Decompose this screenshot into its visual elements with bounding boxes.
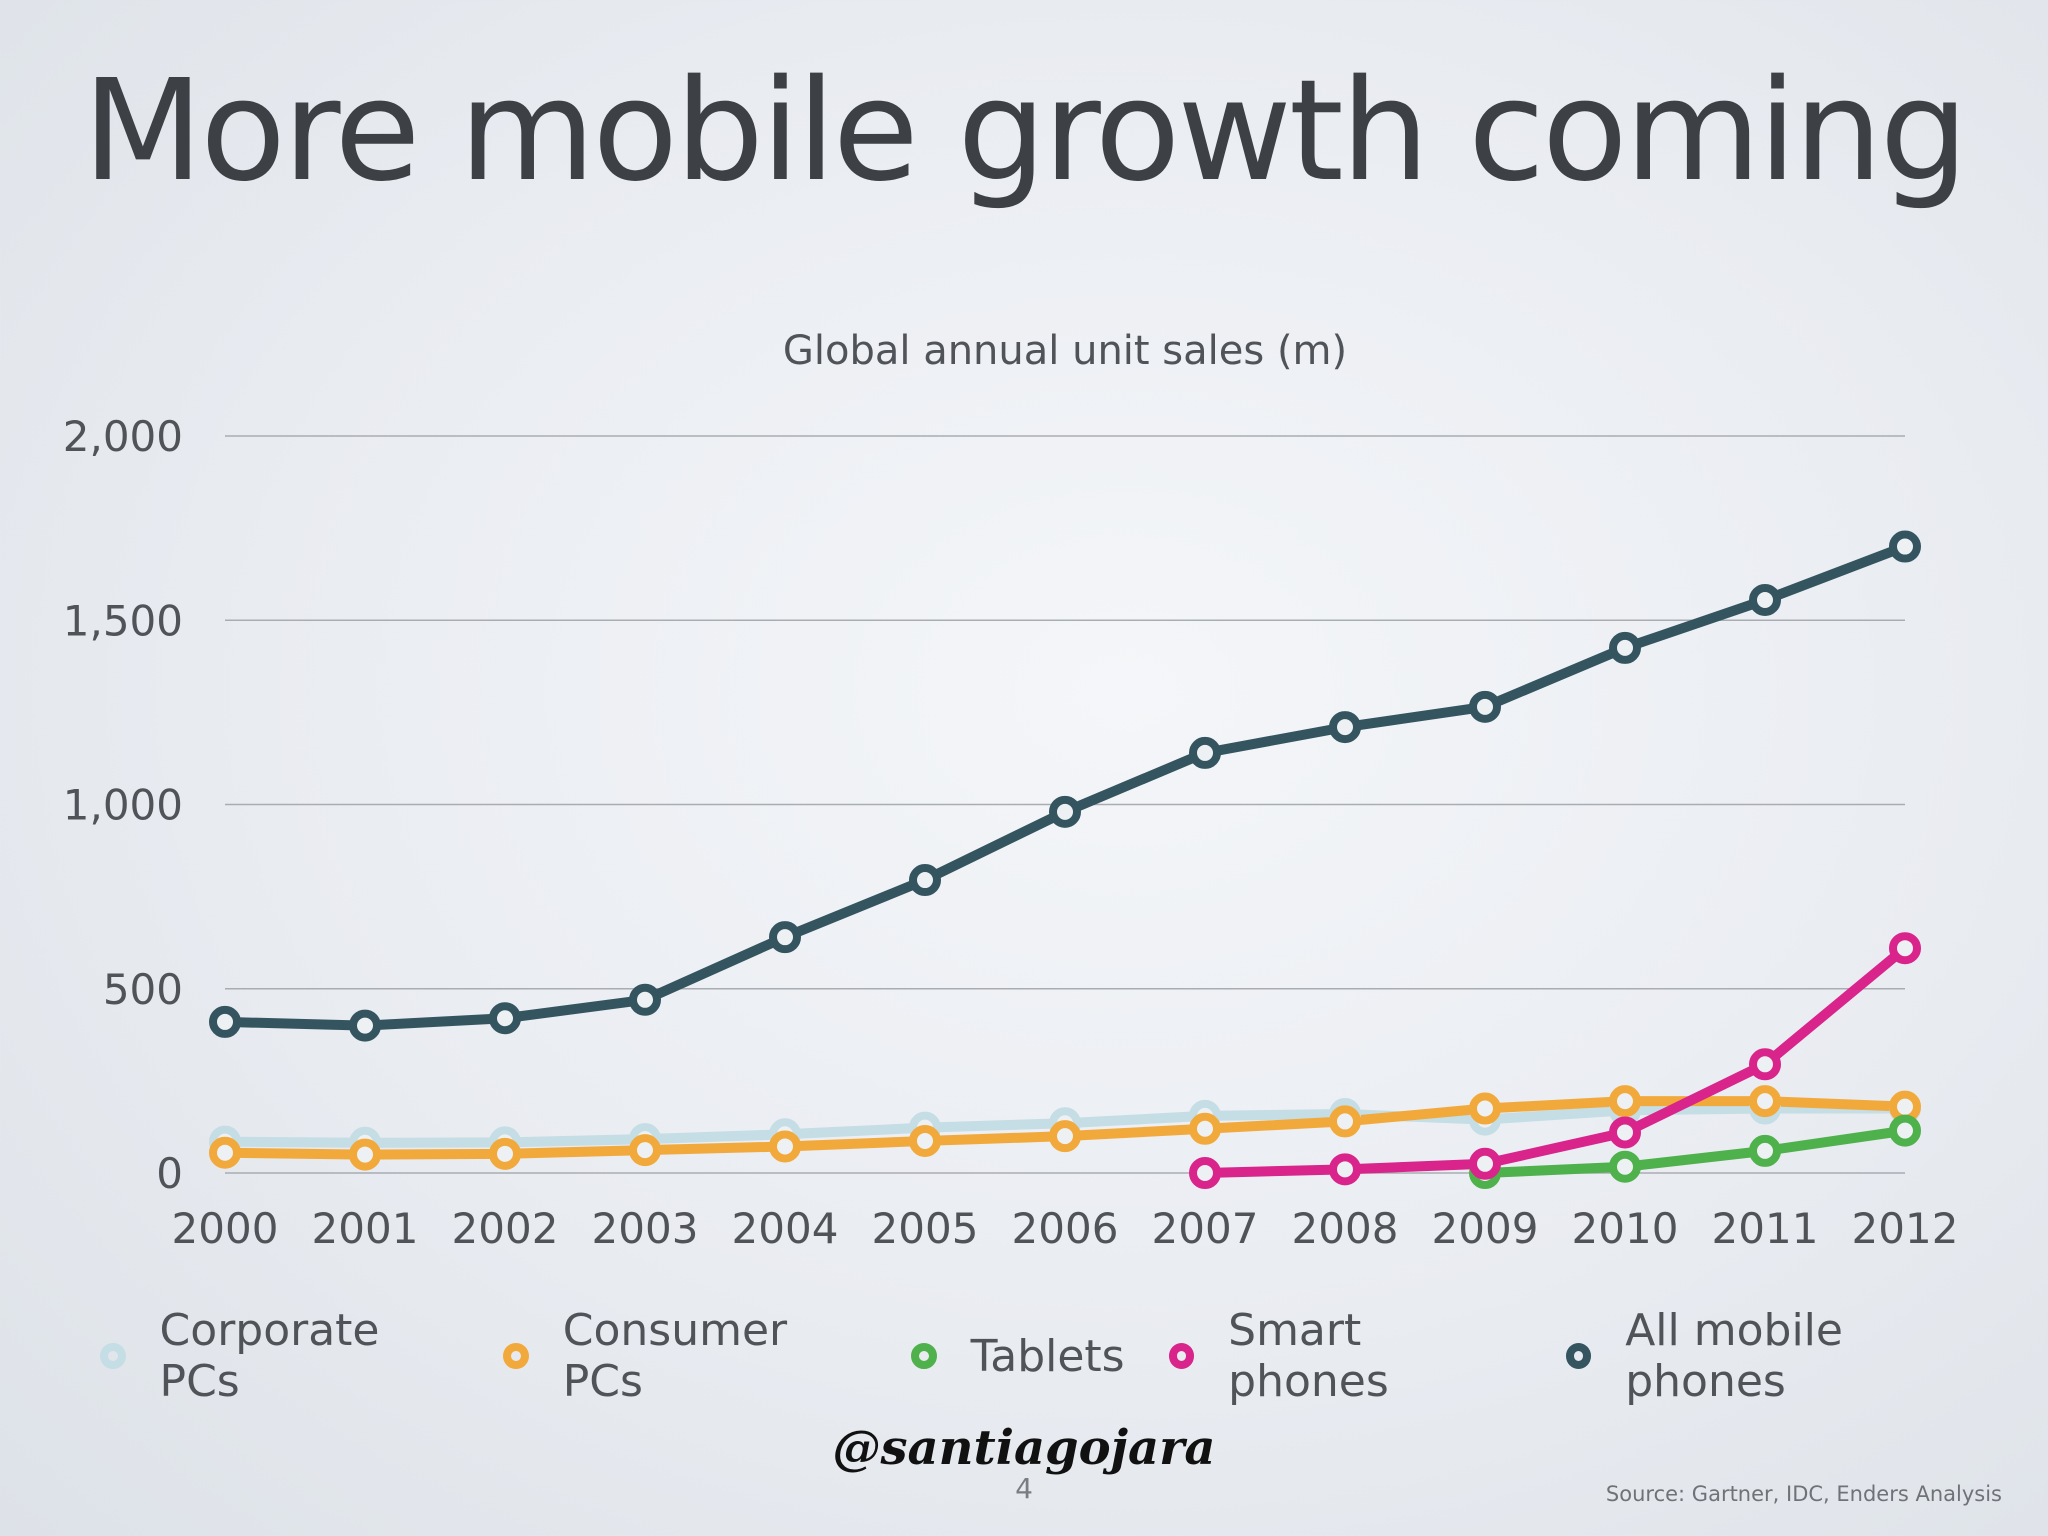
legend-marker-icon (503, 1343, 529, 1369)
data-point-smart-phones (1749, 1048, 1781, 1081)
x-tick-label: 2001 (312, 1204, 419, 1253)
x-tick-label: 2010 (1572, 1204, 1679, 1253)
data-point-tablets (1609, 1150, 1641, 1183)
data-point-all-mobile-phones (1329, 711, 1361, 744)
data-point-consumer-pcs (1749, 1085, 1781, 1118)
x-tick-label: 2005 (872, 1204, 979, 1253)
series-line-smart-phones (1200, 943, 1910, 1178)
x-tick-label: 2011 (1712, 1204, 1819, 1253)
y-tick-label: 500 (103, 965, 183, 1014)
legend-label: Tablets (970, 1330, 1125, 1382)
data-point-all-mobile-phones (1049, 795, 1081, 828)
page-number: 4 (1015, 1472, 1033, 1505)
data-point-consumer-pcs (349, 1138, 381, 1171)
data-point-all-mobile-phones (1609, 631, 1641, 664)
legend-label: All mobile phones (1625, 1305, 1843, 1407)
watermark: @santiagojara (832, 1420, 1216, 1476)
legend-marker-icon (910, 1343, 937, 1369)
data-point-all-mobile-phones (489, 1002, 521, 1035)
data-point-consumer-pcs (1049, 1120, 1081, 1153)
x-axis-ticks: 2000 2001 2002 2003 2004 2005 2006 2007 2008 2009… (172, 1204, 1959, 1253)
legend-item-tablets: Tablets (910, 1330, 1125, 1382)
legend-item-corporate-pcs: Corporate PCs (100, 1305, 459, 1407)
legend-item-all-mobile-phones: All mobile phones (1565, 1305, 2000, 1407)
chart-title: Global annual unit sales (m) (782, 328, 1348, 374)
y-tick-label: 1,000 (63, 781, 183, 830)
y-tick-label: 2,000 (63, 412, 183, 461)
data-point-smart-phones (1189, 1157, 1221, 1189)
y-tick-label: 0 (156, 1149, 183, 1198)
data-point-consumer-pcs (769, 1130, 801, 1163)
x-tick-label: 2008 (1292, 1204, 1399, 1253)
data-point-consumer-pcs (1329, 1105, 1361, 1138)
source-note: Source: Gartner, IDC, Enders Analysis (1605, 1482, 2002, 1506)
legend-marker-icon (1565, 1343, 1592, 1369)
series-points (209, 530, 1921, 1189)
data-point-consumer-pcs (1609, 1085, 1641, 1118)
data-point-all-mobile-phones (769, 921, 801, 954)
y-axis-ticks: 0 500 1,000 1,500 2,000 (63, 412, 183, 1198)
x-tick-label: 2009 (1432, 1204, 1539, 1253)
data-point-all-mobile-phones (209, 1005, 241, 1038)
slide-title: More mobile growth coming (82, 50, 1968, 213)
data-point-all-mobile-phones (1189, 736, 1221, 769)
series-lines (220, 541, 1910, 1178)
data-point-consumer-pcs (1189, 1112, 1221, 1145)
x-tick-label: 2006 (1012, 1204, 1119, 1253)
data-point-smart-phones (1889, 932, 1921, 965)
x-tick-label: 2003 (592, 1204, 699, 1253)
data-point-tablets (1749, 1134, 1781, 1167)
data-point-smart-phones (1609, 1116, 1641, 1149)
data-point-consumer-pcs (629, 1134, 661, 1167)
data-point-all-mobile-phones (629, 983, 661, 1016)
legend-marker-icon (1168, 1343, 1195, 1369)
data-point-all-mobile-phones (909, 864, 941, 897)
data-point-all-mobile-phones (1749, 583, 1781, 616)
legend-item-consumer-pcs: Consumer PCs (503, 1305, 866, 1407)
chart-legend: Corporate PCs Consumer PCs Tablets Smart ph… (100, 1305, 2000, 1407)
y-tick-label: 1,500 (63, 596, 183, 645)
data-point-all-mobile-phones (349, 1009, 381, 1042)
x-tick-label: 2007 (1152, 1204, 1259, 1253)
legend-label: Smart phones (1228, 1305, 1389, 1407)
x-tick-label: 2012 (1852, 1204, 1959, 1253)
x-tick-label: 2000 (172, 1204, 279, 1253)
x-tick-label: 2002 (452, 1204, 559, 1253)
series-line-tablets (1480, 1125, 1910, 1178)
data-point-consumer-pcs (909, 1124, 941, 1157)
x-tick-label: 2004 (732, 1204, 839, 1253)
data-point-consumer-pcs (489, 1137, 521, 1170)
data-point-smart-phones (1329, 1153, 1361, 1186)
series-line-all-mobile-phones (220, 541, 1910, 1031)
legend-label: Consumer PCs (562, 1305, 788, 1407)
legend-marker-icon (100, 1343, 126, 1369)
legend-label: Corporate PCs (159, 1305, 380, 1407)
data-point-tablets (1889, 1114, 1921, 1147)
data-point-all-mobile-phones (1469, 690, 1501, 723)
data-point-smart-phones (1469, 1147, 1501, 1180)
data-point-consumer-pcs (1469, 1092, 1501, 1125)
data-point-consumer-pcs (209, 1136, 241, 1169)
legend-item-smart-phones: Smart phones (1168, 1305, 1522, 1407)
data-point-all-mobile-phones (1889, 530, 1921, 563)
